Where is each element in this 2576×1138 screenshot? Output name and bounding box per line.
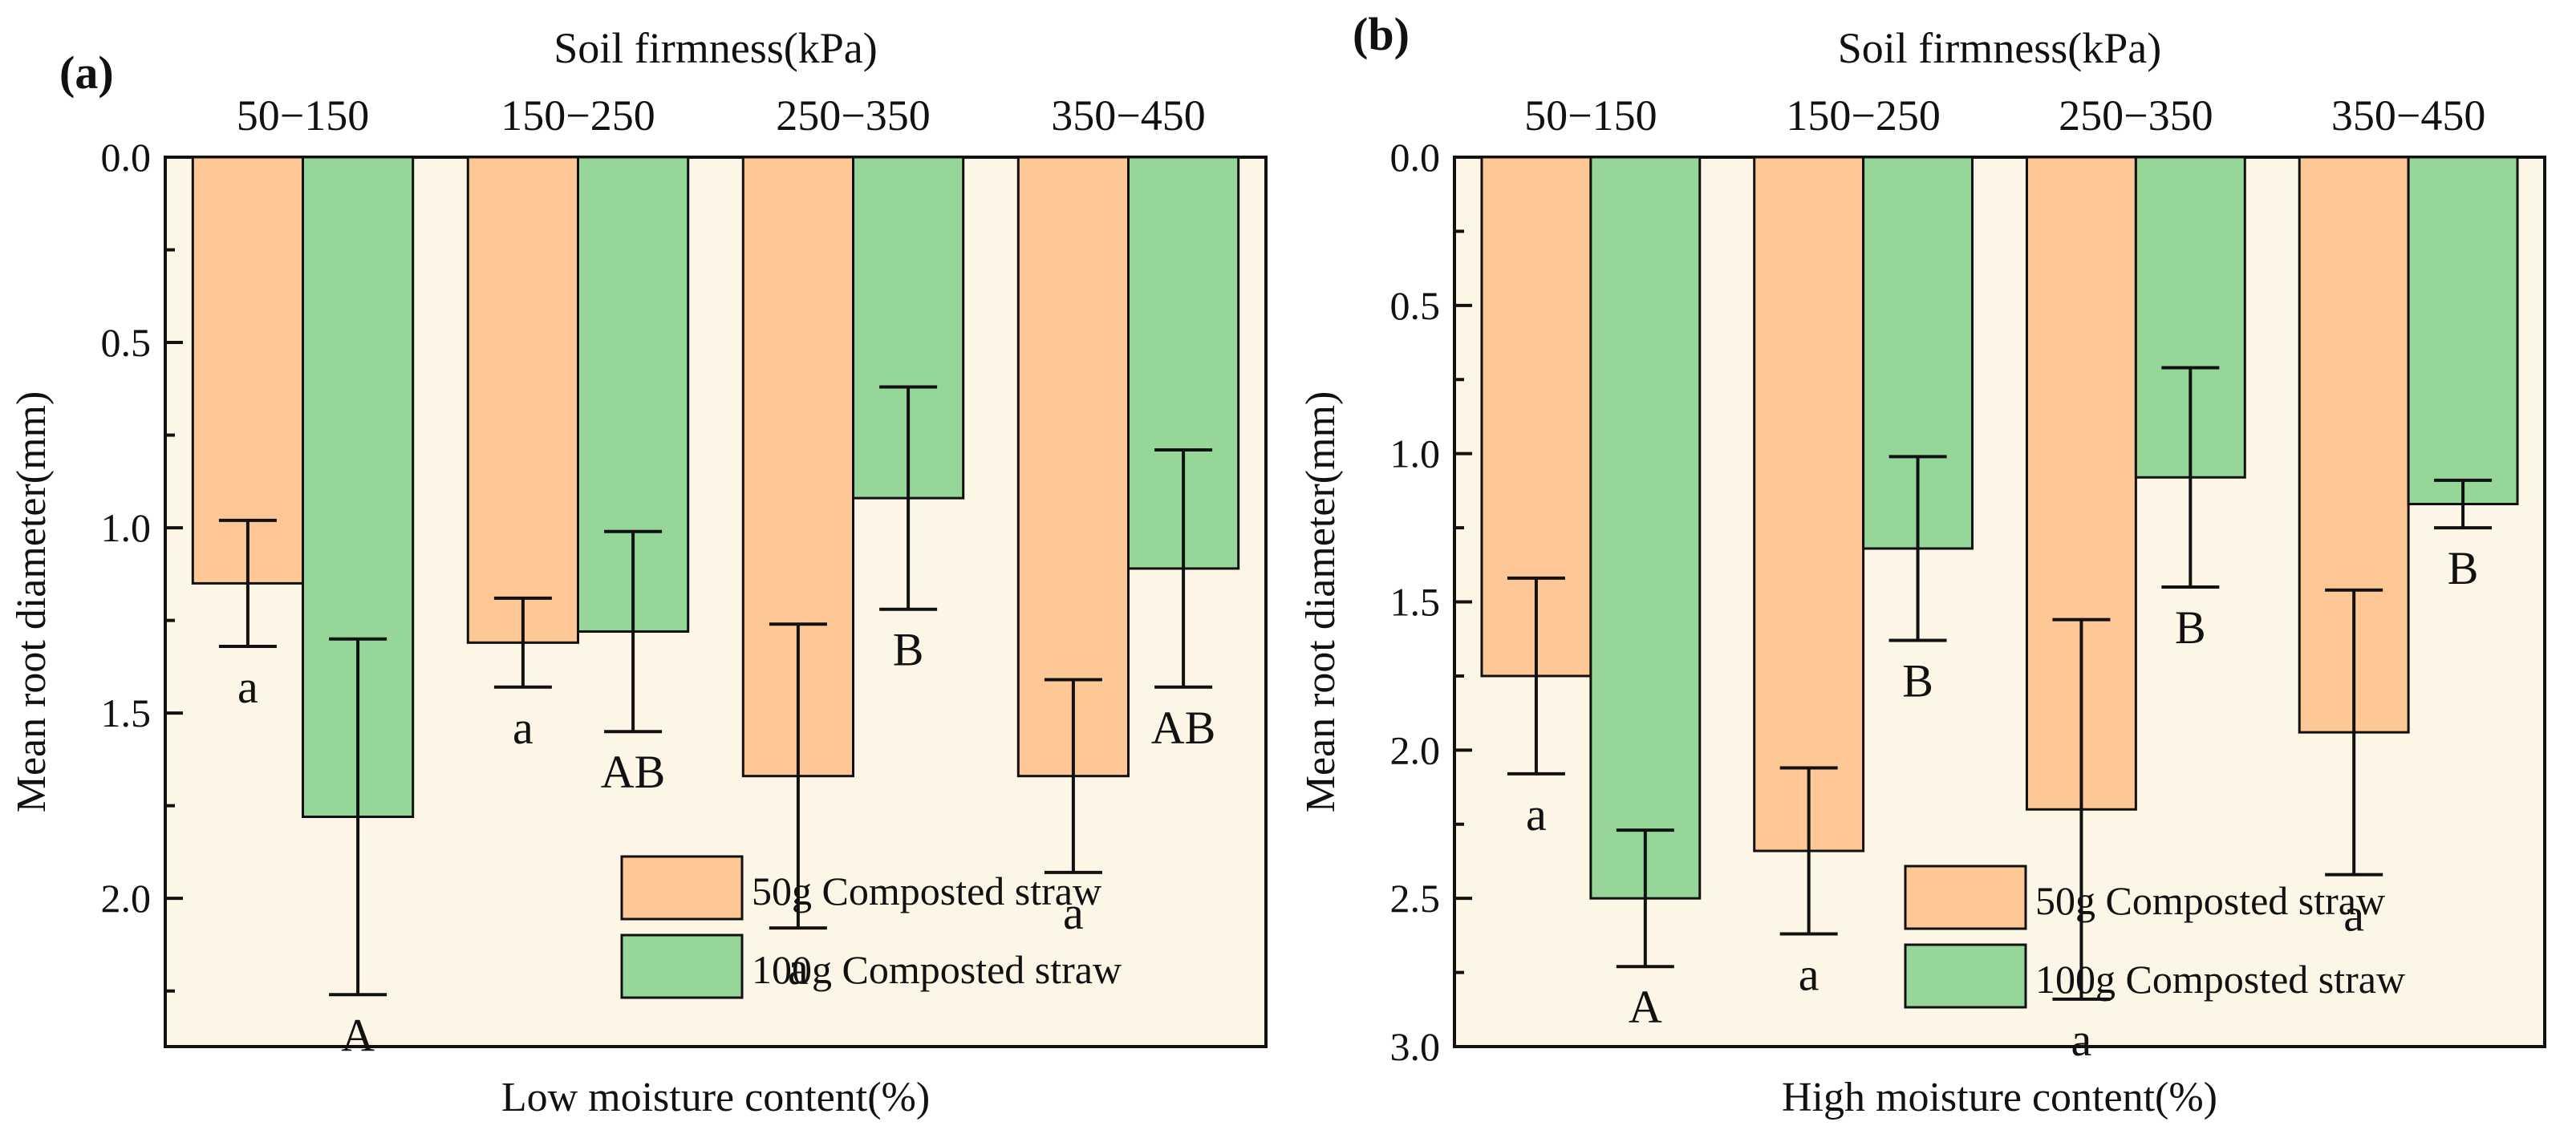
y-tick-label: 0.0 xyxy=(101,135,152,180)
x-axis-label: High moisture content(%) xyxy=(1782,1075,2217,1120)
legend-swatch xyxy=(1904,943,2027,1009)
legend-entry: 100g Composted straw xyxy=(2035,957,2405,1002)
y-tick-label: 2.0 xyxy=(1390,727,1441,772)
chart-panel-0: (a) Soil firmness(kPa) 0.0 0.5 1.0 1.5 2.0 Mean… xyxy=(9,24,1268,1120)
y-tick-label: 1.0 xyxy=(1390,431,1441,476)
significance-label: a xyxy=(2071,1014,2092,1066)
significance-label: A xyxy=(341,1009,375,1061)
significance-label: a xyxy=(788,942,809,994)
y-tick-label: 2.5 xyxy=(1390,876,1441,921)
significance-label: B xyxy=(1902,655,1933,707)
category-label: 350−450 xyxy=(2331,91,2485,140)
legend: 50g Composted straw 100g Composted straw xyxy=(1904,865,2405,1009)
bar-50g xyxy=(191,156,304,585)
significance-label: a xyxy=(2343,889,2364,942)
panel-label: (b) xyxy=(1353,8,1410,60)
y-tick-label: 0.5 xyxy=(1390,283,1441,328)
category-label: 250−350 xyxy=(776,91,930,140)
significance-label: AB xyxy=(1151,702,1216,754)
category-label: 150−250 xyxy=(501,91,655,140)
legend-entry: 50g Composted straw xyxy=(752,869,1101,913)
top-axis-title: Soil firmness(kPa) xyxy=(554,24,877,72)
significance-label: a xyxy=(237,661,258,713)
y-axis-label: Mean root diameter(mm) xyxy=(9,391,55,813)
significance-label: B xyxy=(893,624,924,676)
category-label: 250−350 xyxy=(2059,91,2213,140)
category-label: 50−150 xyxy=(237,91,369,140)
y-tick-label: 3.0 xyxy=(1390,1024,1441,1069)
significance-label: A xyxy=(1629,981,1662,1033)
category-label: 350−450 xyxy=(1051,91,1205,140)
significance-label: a xyxy=(1799,949,1819,1001)
legend-swatch xyxy=(1904,865,2027,930)
y-tick-label: 1.5 xyxy=(1390,580,1441,625)
significance-label: a xyxy=(513,702,533,754)
y-tick-label: 1.0 xyxy=(101,505,152,550)
bar-100g xyxy=(2407,156,2519,506)
bar-50g xyxy=(1753,156,1865,852)
y-tick-label: 2.0 xyxy=(101,876,152,921)
legend-entry: 50g Composted straw xyxy=(2035,878,2385,923)
category-label: 50−150 xyxy=(1524,91,1657,140)
bar-50g xyxy=(466,156,579,644)
significance-label: AB xyxy=(601,746,666,798)
y-tick-label: 0.5 xyxy=(101,320,152,365)
legend: 50g Composted straw 100g Composted straw xyxy=(620,855,1122,999)
legend-swatch xyxy=(620,855,744,921)
significance-label: B xyxy=(2448,542,2479,594)
top-axis-title: Soil firmness(kPa) xyxy=(1838,24,2161,72)
legend-entry: 100g Composted straw xyxy=(752,947,1122,992)
x-axis-label: Low moisture content(%) xyxy=(501,1075,930,1120)
y-tick-label: 1.5 xyxy=(101,690,152,735)
y-axis-label: Mean root diameter(mm) xyxy=(1298,391,1344,813)
chart-panel-1: (b) Soil firmness(kPa) 0.0 0.5 1.0 1.5 2.0 2.5 3… xyxy=(1298,8,2546,1120)
legend-swatch xyxy=(620,933,744,999)
significance-label: a xyxy=(1526,788,1547,840)
y-tick-label: 0.0 xyxy=(1390,135,1441,180)
bar-50g xyxy=(1016,156,1130,778)
category-label: 150−250 xyxy=(1786,91,1940,140)
bar-100g xyxy=(1589,156,1702,900)
panel-label: (a) xyxy=(59,47,114,99)
significance-label: B xyxy=(2175,601,2206,654)
significance-label: a xyxy=(1063,887,1084,939)
